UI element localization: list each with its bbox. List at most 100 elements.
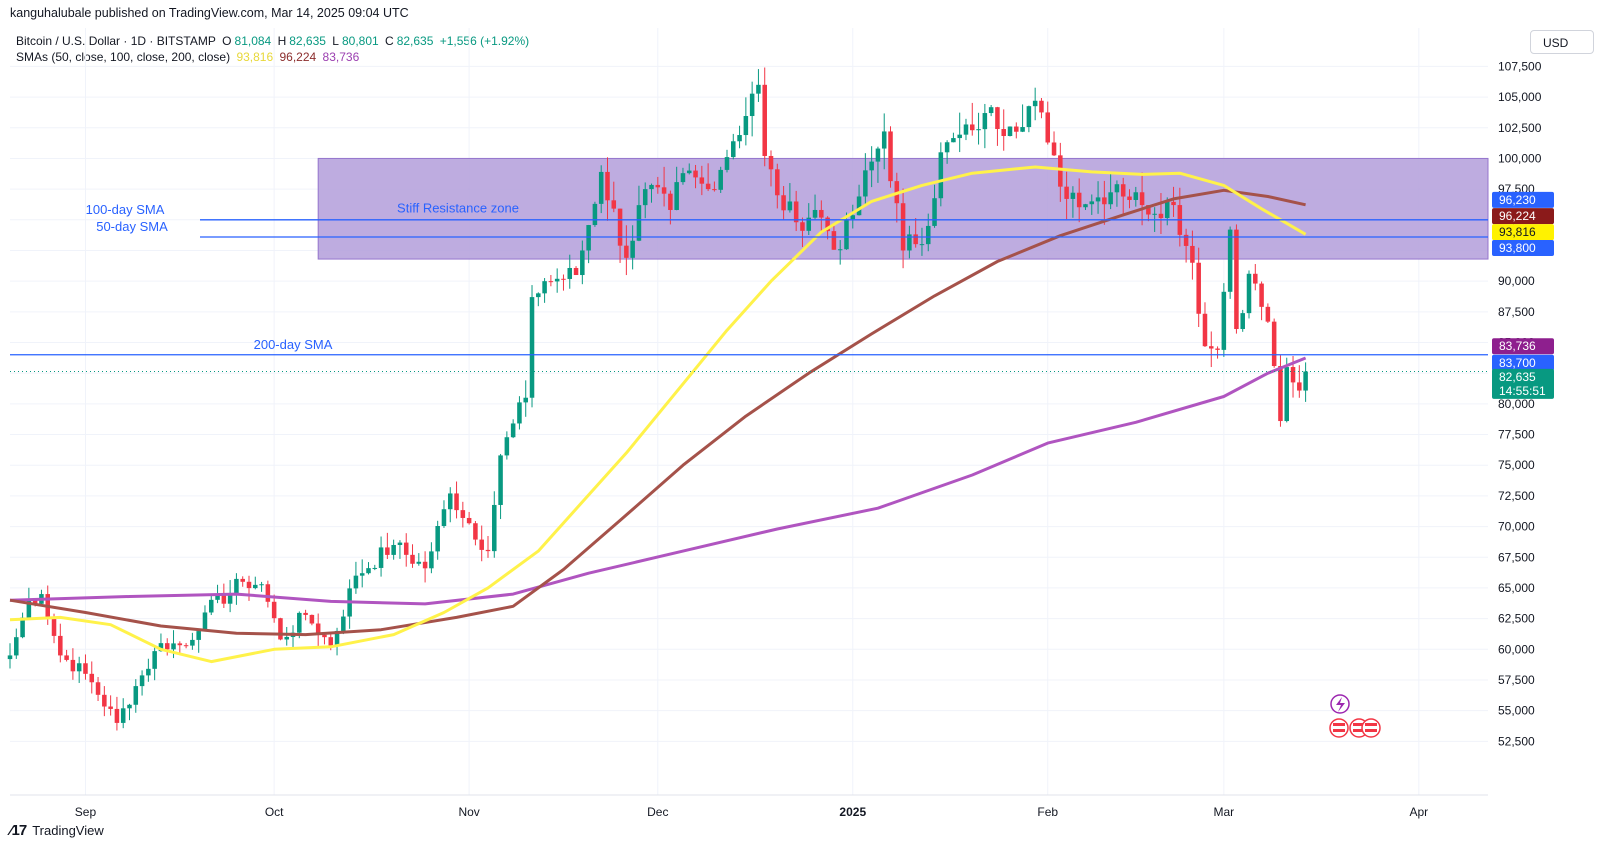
candle[interactable]: [837, 240, 843, 265]
candle[interactable]: [309, 614, 315, 626]
candle[interactable]: [624, 225, 629, 276]
candle[interactable]: [529, 285, 535, 408]
candle[interactable]: [1259, 281, 1264, 321]
candle[interactable]: [429, 542, 434, 574]
candle[interactable]: [944, 140, 950, 164]
candle[interactable]: [1095, 181, 1101, 214]
candle[interactable]: [278, 617, 283, 641]
candle[interactable]: [806, 203, 812, 236]
us-flag-icon[interactable]: [1329, 718, 1349, 738]
candle[interactable]: [1183, 228, 1189, 263]
candle[interactable]: [378, 536, 384, 577]
candle[interactable]: [127, 703, 132, 721]
candle[interactable]: [598, 165, 604, 214]
candle[interactable]: [863, 153, 868, 206]
candle[interactable]: [322, 634, 327, 645]
candle[interactable]: [102, 686, 107, 717]
candle[interactable]: [793, 190, 799, 232]
candle[interactable]: [1234, 224, 1239, 334]
candle[interactable]: [1196, 247, 1201, 328]
candle[interactable]: [284, 626, 289, 646]
sma100-line[interactable]: [9, 188, 1306, 637]
candle[interactable]: [592, 201, 598, 227]
candle[interactable]: [982, 103, 988, 149]
candle[interactable]: [422, 551, 428, 583]
candle[interactable]: [756, 69, 761, 102]
candle[interactable]: [737, 125, 742, 149]
candle[interactable]: [89, 661, 95, 694]
candle[interactable]: [441, 500, 447, 528]
candle[interactable]: [523, 380, 528, 417]
candle[interactable]: [762, 67, 767, 167]
candle[interactable]: [290, 625, 296, 650]
candle[interactable]: [938, 142, 944, 207]
candle[interactable]: [561, 274, 566, 291]
candle[interactable]: [1133, 186, 1139, 207]
candle[interactable]: [869, 146, 874, 188]
candle[interactable]: [1303, 362, 1308, 402]
candle[interactable]: [208, 594, 214, 616]
candle[interactable]: [699, 165, 705, 196]
candle[interactable]: [202, 605, 208, 632]
candle[interactable]: [743, 97, 749, 146]
candle[interactable]: [617, 208, 623, 263]
candle[interactable]: [636, 185, 642, 242]
candle[interactable]: [1026, 105, 1032, 133]
candle[interactable]: [58, 623, 63, 663]
candle[interactable]: [196, 630, 201, 653]
candle[interactable]: [183, 642, 189, 649]
candle[interactable]: [1102, 180, 1107, 225]
candle[interactable]: [517, 396, 522, 430]
candle[interactable]: [611, 181, 617, 213]
sma200-line[interactable]: [9, 356, 1307, 606]
candle[interactable]: [850, 204, 856, 229]
candle[interactable]: [133, 679, 139, 713]
candle[interactable]: [359, 559, 365, 588]
candle[interactable]: [1076, 178, 1082, 223]
candle[interactable]: [1120, 177, 1126, 214]
candle[interactable]: [674, 166, 679, 211]
candle[interactable]: [536, 292, 541, 307]
candle[interactable]: [271, 594, 277, 623]
candle[interactable]: [642, 182, 648, 219]
candle[interactable]: [492, 491, 497, 558]
candle[interactable]: [1209, 331, 1214, 368]
candle[interactable]: [718, 166, 723, 193]
candle[interactable]: [951, 132, 956, 143]
candle[interactable]: [303, 609, 308, 621]
sma-label[interactable]: SMAs (50, close, 100, close, 200, close): [16, 50, 231, 64]
candle[interactable]: [7, 643, 13, 669]
candle[interactable]: [473, 521, 478, 546]
candle[interactable]: [749, 81, 755, 137]
candle[interactable]: [1215, 346, 1220, 359]
candle[interactable]: [542, 278, 547, 303]
candle[interactable]: [1051, 131, 1057, 157]
candle[interactable]: [190, 632, 195, 650]
y-axis[interactable]: 52,500 55,000 57,500 60,000 62,500 65,000 67,5…: [1498, 59, 1542, 748]
candle[interactable]: [731, 133, 736, 160]
candle[interactable]: [900, 188, 906, 269]
candle[interactable]: [554, 268, 560, 293]
sma50-line[interactable]: [9, 165, 1307, 664]
candle[interactable]: [479, 525, 484, 562]
candle[interactable]: [649, 183, 654, 203]
candle[interactable]: [454, 481, 459, 519]
candle[interactable]: [712, 181, 717, 192]
x-axis[interactable]: Sep Oct Nov Dec 2025 Feb Mar Apr: [75, 805, 1428, 819]
candle[interactable]: [1139, 172, 1145, 226]
candle[interactable]: [1001, 109, 1006, 151]
candle[interactable]: [460, 501, 466, 528]
candle[interactable]: [693, 164, 698, 189]
currency-button[interactable]: USD: [1530, 30, 1594, 54]
candle[interactable]: [240, 576, 245, 587]
event-icons[interactable]: [1329, 694, 1381, 738]
candle[interactable]: [1202, 302, 1208, 347]
candle[interactable]: [605, 157, 610, 221]
candle[interactable]: [705, 163, 711, 192]
candle[interactable]: [146, 658, 151, 682]
candle[interactable]: [1108, 173, 1113, 210]
symbol-name[interactable]: Bitcoin / U.S. Dollar · 1D · BITSTAMP: [16, 34, 216, 48]
candle[interactable]: [410, 544, 415, 568]
candle[interactable]: [108, 695, 113, 716]
